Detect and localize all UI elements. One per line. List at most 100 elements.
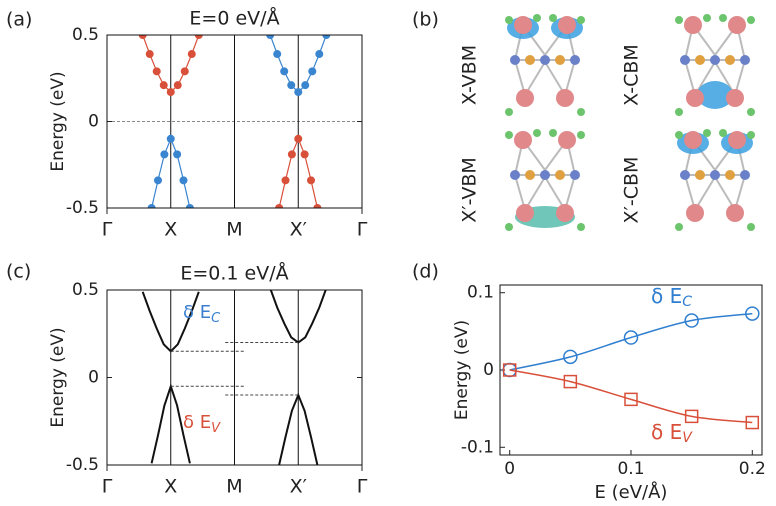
marker [745, 415, 760, 430]
atom [510, 170, 520, 180]
plot-frame [499, 284, 763, 456]
atom [505, 16, 513, 24]
atom [680, 55, 690, 65]
atom [549, 129, 557, 137]
band-line [269, 290, 327, 344]
atom [747, 223, 755, 231]
atom [740, 170, 750, 180]
y-tick-label: 0 [88, 368, 99, 388]
atom [516, 89, 534, 107]
panel-label: (b) [412, 9, 439, 31]
orbital-cell: X′-VBM [459, 129, 585, 231]
x-tick-label: 0.1 [617, 459, 644, 479]
atom [728, 16, 746, 34]
band-point [275, 204, 284, 208]
orbital-label: X′-CBM [621, 157, 643, 224]
band-point [194, 35, 203, 39]
band-point [280, 67, 289, 76]
x-tick-label: X′ [290, 219, 307, 241]
atom [710, 55, 720, 65]
band-point [179, 176, 188, 185]
atom [726, 89, 744, 107]
bond [714, 176, 736, 211]
band-point [166, 134, 175, 143]
series-name: δ E [651, 420, 682, 444]
bond [714, 61, 736, 96]
chart-title: E=0.1 eV/Å [180, 262, 288, 285]
panel-label: (c) [6, 261, 31, 283]
band-point [266, 35, 275, 39]
y-tick-label: 0 [483, 360, 494, 380]
chart-title: E=0 eV/Å [189, 7, 279, 30]
atom [684, 131, 702, 149]
atom [728, 131, 746, 149]
orbital-cell: X-CBM [621, 14, 755, 116]
atom [505, 108, 513, 116]
atom [675, 223, 683, 231]
y-tick-label: 0.5 [72, 25, 99, 45]
orbital-label: X-CBM [621, 44, 643, 106]
fit-line [509, 369, 753, 424]
atom [505, 131, 513, 139]
bond [524, 176, 546, 211]
x-axis-label: E (eV/Å) [595, 481, 668, 503]
plot-frame [106, 289, 363, 466]
annotation-sub: V [211, 421, 221, 436]
y-tick-label: 0.1 [467, 283, 494, 303]
x-tick-label: X [164, 476, 177, 498]
atom [747, 16, 755, 24]
atom [555, 55, 565, 65]
atom [695, 55, 705, 65]
y-tick-label: 0.5 [72, 280, 99, 300]
atom [540, 55, 550, 65]
y-tick-label: -0.5 [66, 198, 99, 218]
band-point [145, 50, 154, 59]
marker [745, 306, 760, 321]
orbital-label: X-VBM [459, 45, 481, 105]
fit-line [509, 312, 753, 371]
series-sub: V [682, 430, 693, 446]
band-point [301, 81, 310, 90]
orbital-label: X′-VBM [459, 157, 481, 223]
atom [516, 204, 534, 222]
band-point [173, 150, 182, 159]
band-point [273, 50, 282, 59]
band-point [154, 176, 162, 185]
atom [747, 131, 755, 139]
atom [680, 170, 690, 180]
band-point [322, 35, 331, 39]
annotation-text: δ E [183, 302, 211, 323]
marker [502, 363, 517, 377]
atom [549, 14, 557, 22]
band-point [287, 150, 296, 159]
panel-label: (a) [6, 9, 32, 31]
atom [747, 108, 755, 116]
atom [686, 204, 704, 222]
band-point [315, 50, 324, 59]
x-tick-label: 0.2 [739, 459, 766, 479]
x-tick-label: X′ [290, 476, 307, 498]
marker [623, 330, 639, 345]
atom [684, 16, 702, 34]
atom [558, 131, 576, 149]
panel-label: (d) [412, 261, 439, 283]
y-tick-label: -0.1 [461, 437, 494, 457]
band-point [187, 50, 196, 59]
atom [726, 204, 744, 222]
atom [703, 14, 711, 22]
x-tick-label: M [226, 219, 242, 241]
marker [684, 409, 699, 424]
plot-frame [106, 34, 363, 209]
atom [740, 55, 750, 65]
annotation: δ EV [183, 412, 221, 436]
atom [533, 129, 541, 137]
band-point [166, 88, 175, 97]
annotation: δ EC [183, 302, 221, 326]
y-axis-label: Energy (eV) [48, 327, 68, 427]
atom [510, 55, 520, 65]
atom [686, 89, 704, 107]
orbital-lobe [697, 81, 733, 109]
band-point [147, 204, 156, 208]
